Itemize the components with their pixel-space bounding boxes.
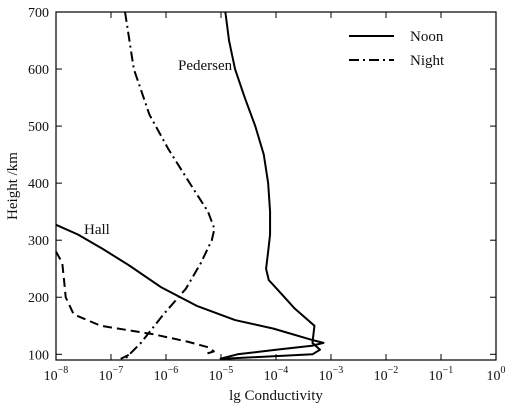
ticks-layer: 10−8 10−7 10−6 10−5 10−4 10−3 10−2 10−1 100 100 20… [28, 6, 506, 384]
legend-label-noon: Noon [410, 29, 444, 45]
x-tick-label: 10−1 [429, 365, 454, 384]
y-tick-label: 400 [28, 177, 49, 192]
x-tick-label: 10−5 [209, 365, 234, 384]
series-night-hall-line-4 [120, 353, 131, 360]
x-tick-label: 10−6 [154, 365, 179, 384]
x-tick-label: 10−7 [99, 365, 124, 384]
y-tick-label: 100 [28, 348, 49, 363]
x-tick-label: 100 [487, 365, 506, 384]
y-tick-label: 300 [28, 234, 49, 249]
y-tick-label: 500 [28, 120, 49, 135]
y-tick-label: 600 [28, 63, 49, 78]
legend: Noon Night [349, 29, 445, 69]
hall-label: Hall [84, 222, 110, 238]
x-tick-label: 10−2 [374, 365, 399, 384]
series-night-pedersen-line-2 [124, 11, 216, 360]
pedersen-label: Pedersen [178, 58, 233, 74]
y-tick-label: 200 [28, 291, 49, 306]
x-tick-label: 10−3 [319, 365, 344, 384]
y-tick-label: 700 [28, 6, 49, 21]
x-axis-title: lg Conductivity [229, 388, 323, 404]
series-layer [55, 11, 325, 360]
series-noon-pedersen-line-0 [220, 11, 321, 360]
x-tick-label: 10−4 [264, 365, 289, 384]
series-noon-hall-line-1 [55, 223, 325, 360]
y-axis-title: Height /km [5, 152, 21, 220]
legend-label-night: Night [410, 53, 445, 69]
x-tick-label: 10−8 [44, 365, 69, 384]
